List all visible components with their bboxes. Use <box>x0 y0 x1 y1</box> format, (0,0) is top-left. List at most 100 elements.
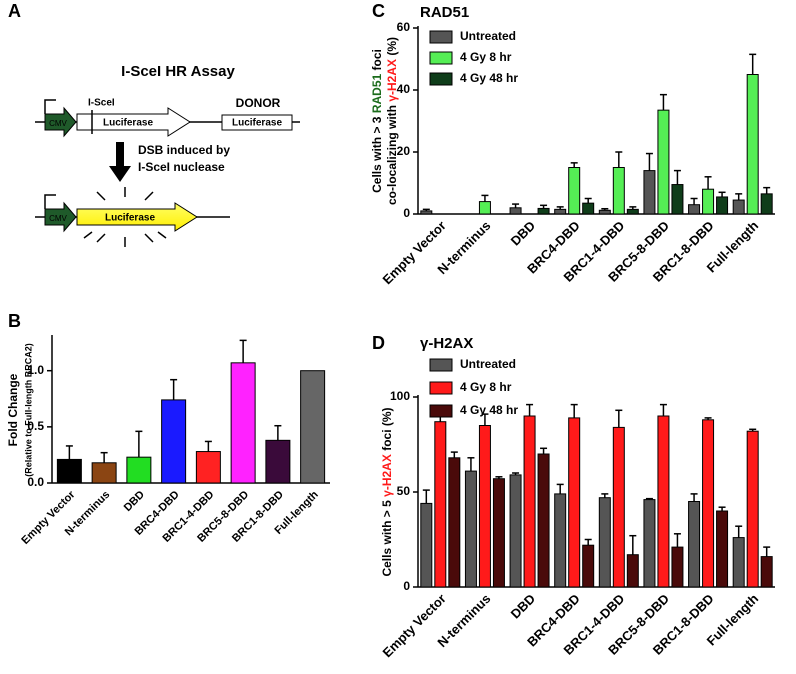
y-tick-label: 0 <box>403 206 410 220</box>
y-tick-label: 0 <box>403 579 410 593</box>
promoter-arrow <box>44 106 77 138</box>
y-axis-sublabel: (Relative to Full-length BRCA2) <box>23 343 33 477</box>
panel-letter: B <box>8 311 21 331</box>
bar <box>300 370 326 484</box>
bar <box>537 453 550 588</box>
bar <box>643 170 656 215</box>
arrow-text: DSB induced by <box>138 143 230 157</box>
panel-a: A I-SceI HR Assay CMV I-SceI Luciferase … <box>8 1 300 247</box>
bar <box>598 209 611 215</box>
bar <box>126 456 152 484</box>
bar <box>732 537 745 588</box>
bar <box>732 199 745 215</box>
bar <box>554 208 567 215</box>
y-label-part: Cells with > 3 <box>370 113 384 193</box>
bar <box>612 426 625 588</box>
site-label: I-SceI <box>88 98 115 109</box>
bar <box>598 497 611 588</box>
bar <box>420 210 433 215</box>
luciferase-label: Luciferase <box>105 213 155 224</box>
legend-label: 4 Gy 48 hr <box>460 403 518 417</box>
bar <box>626 208 639 215</box>
bar <box>582 544 595 588</box>
y-label-part: foci <box>370 49 384 74</box>
start-arrow <box>44 99 56 114</box>
y-tick-label: 60 <box>397 20 411 34</box>
bar <box>448 457 461 588</box>
bar <box>91 462 117 484</box>
bar <box>746 430 759 588</box>
y-tick-label: 50 <box>397 484 411 498</box>
legend-swatch <box>429 381 453 395</box>
bar <box>716 510 729 588</box>
bar <box>582 202 595 215</box>
y-axis-label: Cells with > 3 RAD51 foci <box>370 49 384 193</box>
bar <box>657 415 670 588</box>
y-label-part: foci (%) <box>380 407 394 454</box>
bar <box>760 556 773 588</box>
y-tick-label: 1.0 <box>27 363 44 377</box>
legend-swatch <box>429 51 453 65</box>
bar <box>671 546 684 588</box>
panel-letter: C <box>372 1 385 21</box>
legend-swatch <box>429 72 453 86</box>
legend-swatch <box>429 404 453 418</box>
y-axis-label: Fold Change <box>6 373 20 446</box>
y-tick-label: 0.5 <box>27 419 44 433</box>
chart-title: RAD51 <box>420 4 469 21</box>
bar <box>537 207 550 215</box>
chart-title: γ-H2AX <box>420 335 473 352</box>
bar <box>760 193 773 215</box>
bar <box>478 201 491 215</box>
y-label-part: Cells with > 5 <box>380 497 394 577</box>
bar <box>612 167 625 215</box>
legend-swatch <box>429 358 453 372</box>
luciferase-box <box>76 202 198 232</box>
down-arrow <box>109 142 131 182</box>
y-label-part: (%) <box>385 37 399 59</box>
bar <box>509 474 522 588</box>
donor-box <box>221 114 293 131</box>
bar <box>478 425 491 588</box>
legend-label: 4 Gy 8 hr <box>460 380 512 394</box>
bar <box>195 451 221 484</box>
diagram-title: I-SceI HR Assay <box>121 63 235 80</box>
y-label-part: co-localizing with <box>385 102 399 205</box>
bar <box>626 554 639 588</box>
bar <box>671 184 684 215</box>
bar <box>568 167 581 215</box>
x-tick-label: Empty Vector <box>19 488 78 547</box>
bar <box>492 478 505 588</box>
cmv-label: CMV <box>49 214 67 223</box>
y-axis-label: co-localizing with γ-H2AX (%) <box>385 37 399 205</box>
y-tick-label: 40 <box>397 82 411 96</box>
bar <box>702 419 715 588</box>
y-axis-label: Cells with > 5 γ-H2AX foci (%) <box>380 407 394 576</box>
bar <box>657 109 670 215</box>
bar <box>688 501 701 588</box>
x-tick-label: DBD <box>508 591 539 622</box>
y-tick-label: 20 <box>397 144 411 158</box>
donor-label: DONOR <box>236 96 281 110</box>
bar <box>643 499 656 588</box>
y-label-part: RAD51 <box>370 73 384 113</box>
burst <box>83 187 167 247</box>
start-arrow <box>44 194 56 209</box>
donor-luciferase: Luciferase <box>232 118 282 129</box>
y-label-part: γ-H2AX <box>380 454 394 497</box>
bar <box>56 458 82 484</box>
bar <box>688 204 701 215</box>
bar <box>554 493 567 588</box>
cmv-label: CMV <box>49 119 67 128</box>
y-tick-label: 0.0 <box>27 475 44 489</box>
bar <box>716 196 729 215</box>
bar <box>568 417 581 588</box>
y-label-part: γ-H2AX <box>385 59 399 102</box>
legend-label: Untreated <box>460 29 516 43</box>
bar <box>420 502 433 588</box>
panel-letter: D <box>372 333 385 353</box>
bar <box>265 439 291 484</box>
x-tick-label: Empty Vector <box>380 218 449 287</box>
bar <box>230 362 256 484</box>
